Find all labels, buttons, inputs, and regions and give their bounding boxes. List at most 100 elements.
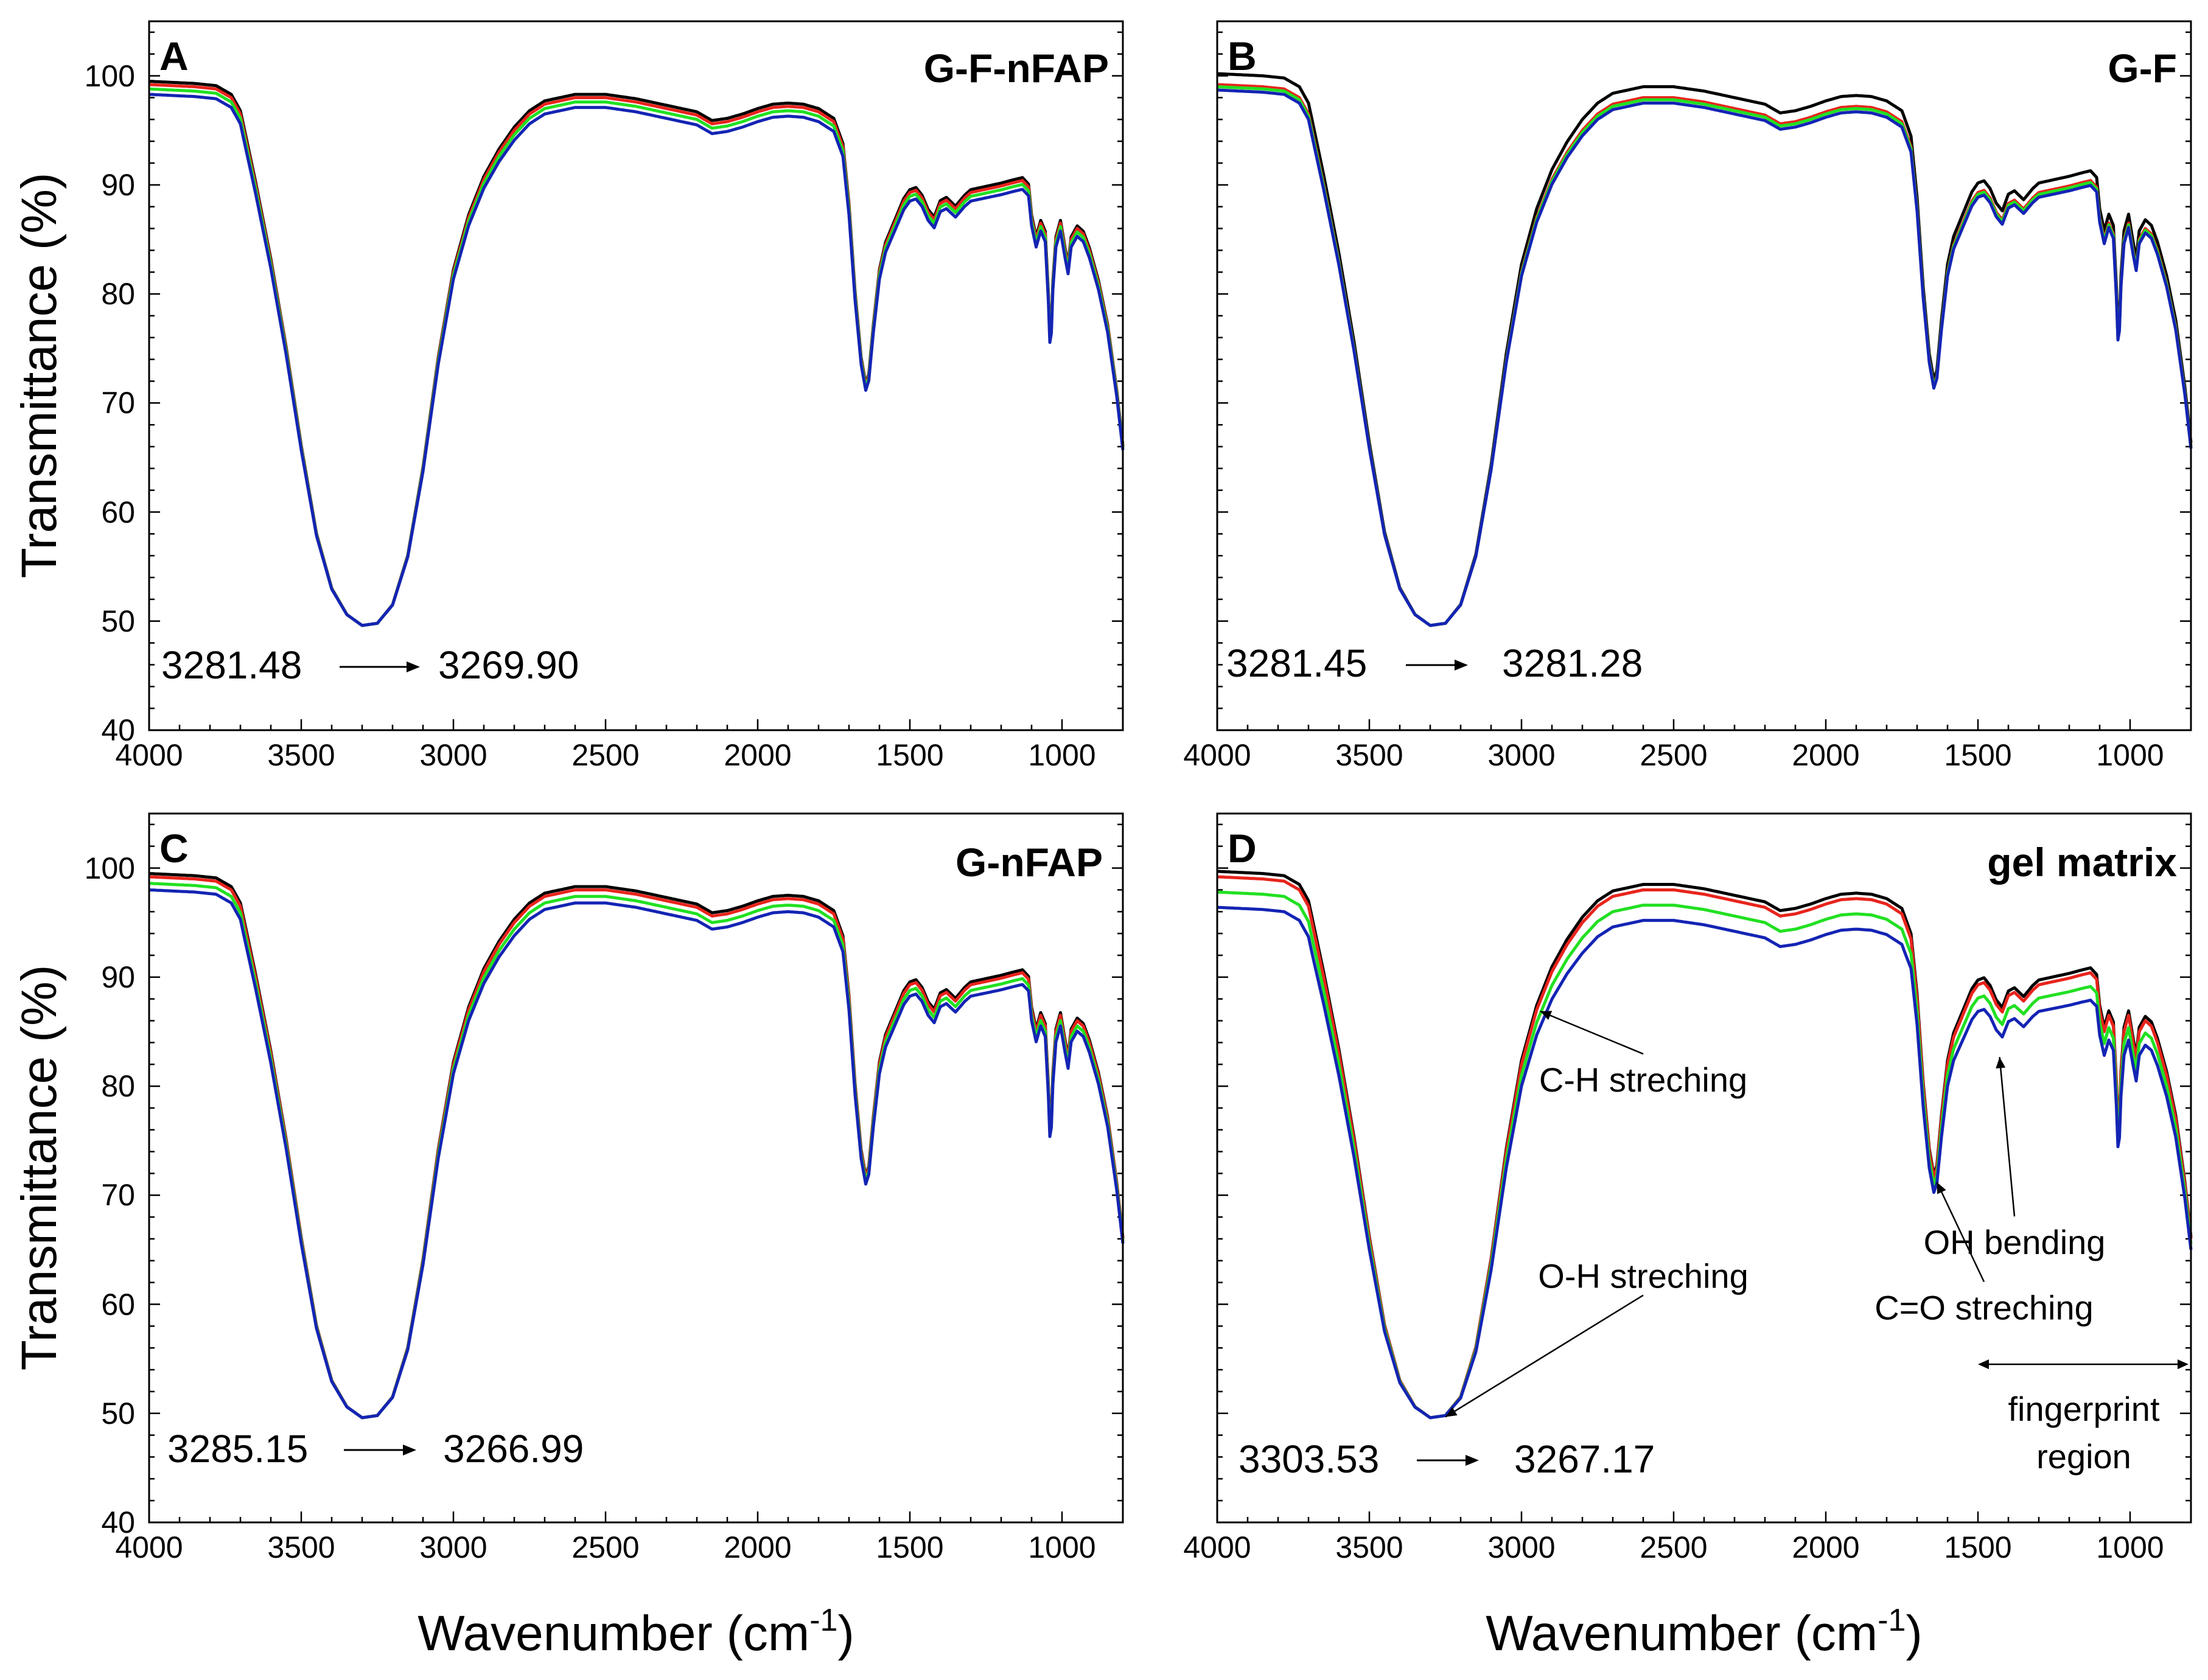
y-tick-label: 90: [101, 168, 135, 202]
y-tick-label: 70: [101, 386, 135, 420]
panel-d: 4000 3500 3000 2500 2000 1500 1000 D gel matri…: [1183, 812, 2193, 1564]
fingerprint-region-label: region: [2036, 1437, 2131, 1476]
x-tick-label: 1500: [876, 738, 943, 772]
plot-frame: [148, 20, 1124, 731]
x-tick-label: 3500: [267, 1530, 335, 1564]
panel-a: 40 50 60 70 80 90 100 4000 3500 3000 2500 20…: [85, 20, 1125, 772]
panel-title: G-nFAP: [956, 840, 1103, 885]
y-axis-label: Transmittance (%): [12, 965, 67, 1371]
x-tick-label: 2500: [1640, 1530, 1707, 1564]
x-tick-label: 3000: [419, 738, 487, 772]
panel-letter: A: [159, 33, 189, 78]
annotation-arrow: [1540, 1010, 1644, 1055]
annotation-label: OH bending: [1924, 1223, 2106, 1261]
x-tick-label: 2000: [1792, 738, 1859, 772]
annotation-arrowhead: [1445, 1407, 1458, 1417]
peak-shift-arrow: [1417, 1455, 1479, 1466]
y-tick-label: 80: [101, 1069, 135, 1103]
x-tick-label: 1500: [876, 1530, 943, 1564]
x-tick-label: 3500: [1335, 1530, 1403, 1564]
x-tick-label: 3500: [267, 738, 335, 772]
x-tick-label: 1500: [1944, 1530, 2011, 1564]
y-tick-label: 70: [101, 1178, 135, 1212]
x-tick-label: 1000: [1028, 738, 1095, 772]
panel-letter: D: [1228, 826, 1257, 871]
peak-shift-arrow: [340, 661, 420, 672]
series-line-blue: [1217, 905, 2193, 1420]
panel-title: G-F: [2108, 46, 2177, 91]
panel-c: 40 50 60 70 80 90 100 4000 3500 3000 2500 20…: [85, 812, 1125, 1564]
x-tick-label: 2500: [571, 738, 639, 772]
x-axis-label: Wavenumber (cm-1): [1486, 1603, 1923, 1661]
peak-to-label: 3266.99: [443, 1427, 584, 1471]
x-tick-labels: 4000 3500 3000 2500 2000 1500 1000: [1183, 738, 2164, 772]
peak-from-label: 3303.53: [1239, 1437, 1379, 1481]
series-line-blue: [148, 92, 1125, 627]
peak-to-label: 3269.90: [438, 643, 579, 687]
y-tick-label: 40: [101, 713, 135, 747]
y-tick-label: 90: [101, 960, 135, 994]
x-tick-label: 4000: [1183, 1530, 1251, 1564]
x-tick-label: 3500: [1335, 738, 1403, 772]
y-tick-label: 40: [101, 1505, 135, 1539]
annotations: [1445, 1010, 2016, 1418]
x-tick-label: 4000: [1183, 738, 1251, 772]
peak-from-label: 3285.15: [167, 1427, 308, 1471]
y-axis-label: Transmittance (%): [12, 173, 67, 579]
x-tick-labels: 4000 3500 3000 2500 2000 1500 1000: [115, 738, 1095, 772]
y-tick-label: 100: [85, 851, 135, 885]
annotation-arrowhead: [1540, 1011, 1553, 1020]
x-tick-label: 2000: [724, 1530, 791, 1564]
peak-to-label: 3267.17: [1514, 1437, 1655, 1481]
spectra-curves: [148, 872, 1125, 1420]
y-tick-label: 50: [101, 1396, 135, 1431]
x-tick-label: 3000: [1487, 1530, 1555, 1564]
x-tick-labels: 4000 3500 3000 2500 2000 1500 1000: [115, 1530, 1095, 1564]
annotation-arrow: [1445, 1294, 1644, 1418]
plot-frame: [1216, 20, 2192, 731]
series-line-blue: [1217, 88, 2193, 627]
spectra-curves: [148, 80, 1125, 627]
y-tick-label: 100: [85, 59, 135, 93]
plot-frame: [148, 812, 1124, 1524]
peak-shift-arrow: [1406, 660, 1468, 671]
x-tick-label: 4000: [115, 1530, 183, 1564]
y-tick-label: 60: [101, 1288, 135, 1322]
x-tick-label: 2500: [571, 1530, 639, 1564]
fingerprint-region-label: fingerprint: [2008, 1390, 2159, 1428]
panel-letter: C: [159, 826, 189, 871]
annotation-label: O-H streching: [1538, 1257, 1748, 1295]
x-tick-label: 2500: [1640, 738, 1707, 772]
y-tick-labels: 40 50 60 70 80 90 100: [85, 59, 135, 747]
annotation-arrow: [1936, 1182, 1985, 1283]
spectra-curves: [1217, 72, 2193, 627]
spectra-curves: [1217, 870, 2193, 1420]
y-tick-label: 50: [101, 604, 135, 638]
x-tick-label: 1000: [2096, 738, 2164, 772]
x-tick-labels: 4000 3500 3000 2500 2000 1500 1000: [1183, 1530, 2164, 1564]
peak-shift-arrow: [344, 1445, 416, 1455]
annotation-arrowhead: [1937, 1182, 1946, 1194]
y-tick-label: 80: [101, 277, 135, 311]
x-tick-label: 1000: [2096, 1530, 2164, 1564]
annotation-label: C-H streching: [1539, 1061, 1747, 1099]
x-tick-label: 2000: [1792, 1530, 1859, 1564]
annotation-arrowhead: [1996, 1057, 2006, 1068]
x-tick-label: 4000: [115, 738, 183, 772]
peak-to-label: 3281.28: [1502, 641, 1643, 685]
plot-frame: [1216, 812, 2192, 1524]
annotation-label: C=O streching: [1874, 1289, 2094, 1327]
y-tick-labels: 40 50 60 70 80 90 100: [85, 851, 135, 1539]
peak-from-label: 3281.48: [161, 643, 302, 687]
y-tick-label: 60: [101, 495, 135, 529]
panel-title: gel matrix: [1987, 840, 2177, 885]
x-tick-label: 2000: [724, 738, 791, 772]
panel-letter: B: [1228, 33, 1257, 78]
x-tick-label: 3000: [419, 1530, 487, 1564]
x-tick-label: 1500: [1944, 738, 2011, 772]
peak-from-label: 3281.45: [1226, 641, 1367, 685]
x-tick-label: 1000: [1028, 1530, 1095, 1564]
annotation-arrow: [1999, 1057, 2016, 1217]
fingerprint-region-arrow: [1978, 1359, 2189, 1370]
